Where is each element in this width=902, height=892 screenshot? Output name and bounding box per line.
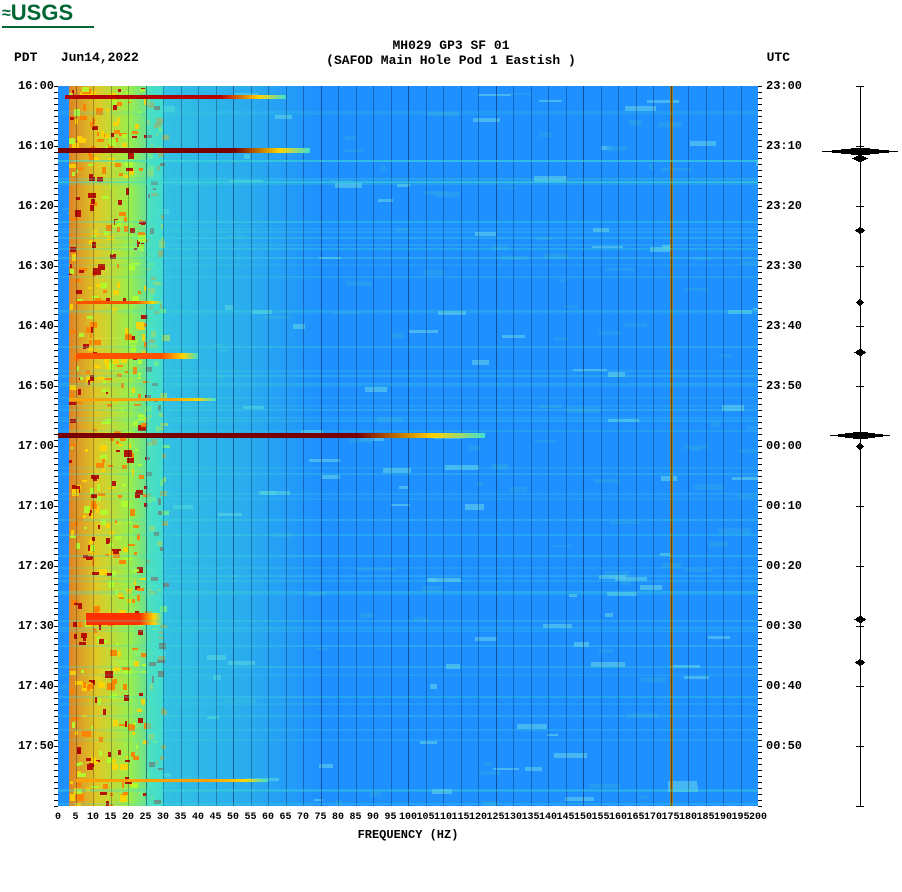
x-tick: 130	[504, 812, 522, 823]
y-tick-right: 23:10	[766, 139, 802, 153]
x-tick: 50	[227, 812, 239, 823]
y-tick-right: 00:50	[766, 739, 802, 753]
y-tick-right: 00:30	[766, 619, 802, 633]
x-tick: 125	[486, 812, 504, 823]
y-tick-left: 17:40	[18, 679, 54, 693]
x-tick: 115	[451, 812, 469, 823]
x-tick: 70	[297, 812, 309, 823]
x-tick: 35	[174, 812, 186, 823]
y-tick-right: 23:00	[766, 79, 802, 93]
x-tick: 60	[262, 812, 274, 823]
y-tick-left: 17:20	[18, 559, 54, 573]
x-tick: 15	[104, 812, 116, 823]
x-tick: 195	[731, 812, 749, 823]
x-tick: 140	[539, 812, 557, 823]
y-tick-right: 00:00	[766, 439, 802, 453]
y-tick-left: 16:40	[18, 319, 54, 333]
x-tick: 5	[72, 812, 78, 823]
x-tick: 155	[591, 812, 609, 823]
header-right: UTC	[767, 50, 790, 65]
x-tick: 135	[521, 812, 539, 823]
y-tick-left: 17:50	[18, 739, 54, 753]
x-tick: 105	[416, 812, 434, 823]
y-tick-left: 17:30	[18, 619, 54, 633]
y-tick-left: 16:30	[18, 259, 54, 273]
tz-left: PDT	[14, 50, 37, 65]
y-tick-right: 23:40	[766, 319, 802, 333]
usgs-logo: ≈USGS	[2, 0, 94, 28]
y-tick-right: 00:40	[766, 679, 802, 693]
x-tick: 85	[349, 812, 361, 823]
x-tick: 55	[244, 812, 256, 823]
x-tick: 165	[626, 812, 644, 823]
y-tick-left: 16:10	[18, 139, 54, 153]
x-tick: 200	[749, 812, 767, 823]
x-tick: 190	[714, 812, 732, 823]
x-tick: 180	[679, 812, 697, 823]
x-axis-ticks: 0510152025303540455055606570758085909510…	[58, 812, 758, 828]
y-axis-right: 23:0023:1023:2023:3023:4023:5000:0000:10…	[764, 86, 812, 806]
x-tick: 10	[87, 812, 99, 823]
x-tick: 80	[332, 812, 344, 823]
x-tick: 65	[279, 812, 291, 823]
y-tick-right: 23:50	[766, 379, 802, 393]
y-tick-left: 17:00	[18, 439, 54, 453]
x-tick: 20	[122, 812, 134, 823]
x-tick: 175	[661, 812, 679, 823]
x-tick: 185	[696, 812, 714, 823]
x-tick: 75	[314, 812, 326, 823]
x-tick: 100	[399, 812, 417, 823]
wiggle-trace	[820, 86, 900, 806]
y-tick-left: 16:00	[18, 79, 54, 93]
y-tick-left: 16:50	[18, 379, 54, 393]
y-tick-right: 23:30	[766, 259, 802, 273]
date: Jun14,2022	[61, 50, 139, 65]
x-tick: 160	[609, 812, 627, 823]
y-tick-right: 23:20	[766, 199, 802, 213]
x-tick: 120	[469, 812, 487, 823]
y-tick-left: 16:20	[18, 199, 54, 213]
x-tick: 150	[574, 812, 592, 823]
x-tick: 145	[556, 812, 574, 823]
spectrogram-plot	[58, 86, 758, 806]
x-tick: 0	[55, 812, 61, 823]
x-tick: 40	[192, 812, 204, 823]
x-tick: 110	[434, 812, 452, 823]
x-tick: 95	[384, 812, 396, 823]
y-tick-left: 17:10	[18, 499, 54, 513]
x-tick: 25	[139, 812, 151, 823]
tz-right: UTC	[767, 50, 790, 65]
header-left: PDT Jun14,2022	[14, 50, 139, 65]
y-tick-right: 00:20	[766, 559, 802, 573]
x-tick: 170	[644, 812, 662, 823]
x-tick: 90	[367, 812, 379, 823]
x-tick: 30	[157, 812, 169, 823]
y-axis-left: 16:0016:1016:2016:3016:4016:5017:0017:10…	[8, 86, 56, 806]
x-tick: 45	[209, 812, 221, 823]
y-tick-right: 00:10	[766, 499, 802, 513]
x-axis-label: FREQUENCY (HZ)	[58, 828, 758, 842]
